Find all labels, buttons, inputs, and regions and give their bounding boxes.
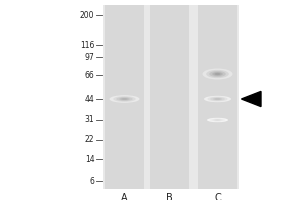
Ellipse shape bbox=[213, 98, 222, 100]
Text: 31: 31 bbox=[85, 116, 94, 124]
Bar bbox=[105, 5, 144, 189]
Polygon shape bbox=[242, 91, 261, 107]
Bar bbox=[198, 5, 237, 189]
Ellipse shape bbox=[110, 95, 140, 103]
Ellipse shape bbox=[202, 68, 232, 79]
Ellipse shape bbox=[212, 119, 223, 121]
Text: B: B bbox=[166, 193, 173, 200]
Text: 116: 116 bbox=[80, 40, 94, 49]
Ellipse shape bbox=[206, 70, 229, 78]
Text: 97: 97 bbox=[85, 52, 94, 62]
Ellipse shape bbox=[214, 119, 221, 121]
Text: 200: 200 bbox=[80, 10, 94, 20]
Ellipse shape bbox=[210, 118, 225, 122]
Ellipse shape bbox=[209, 71, 226, 77]
Bar bbox=[150, 5, 189, 189]
Text: kDa: kDa bbox=[78, 0, 94, 2]
Ellipse shape bbox=[207, 97, 228, 101]
Text: 22: 22 bbox=[85, 136, 94, 144]
Ellipse shape bbox=[119, 98, 130, 100]
Ellipse shape bbox=[204, 96, 231, 102]
Ellipse shape bbox=[215, 98, 220, 100]
Text: A: A bbox=[121, 193, 128, 200]
Ellipse shape bbox=[214, 73, 220, 75]
Ellipse shape bbox=[113, 96, 136, 102]
Ellipse shape bbox=[116, 97, 133, 101]
Text: C: C bbox=[214, 193, 221, 200]
Ellipse shape bbox=[212, 72, 223, 76]
Bar bbox=[103, 5, 238, 189]
Text: 14: 14 bbox=[85, 154, 94, 164]
Ellipse shape bbox=[122, 98, 128, 100]
Ellipse shape bbox=[207, 118, 228, 122]
Text: 66: 66 bbox=[85, 71, 94, 79]
Text: 6: 6 bbox=[90, 176, 94, 186]
Text: 44: 44 bbox=[85, 95, 94, 104]
Ellipse shape bbox=[210, 97, 225, 101]
